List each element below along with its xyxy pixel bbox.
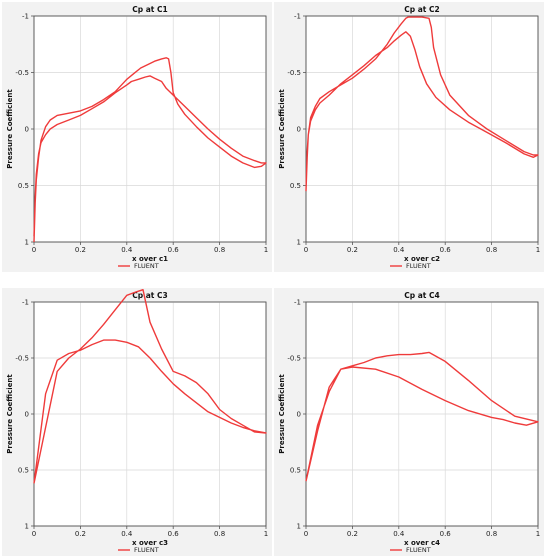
y-tick-label: -1 (22, 299, 29, 307)
y-axis-label: Pressure Coefficient (278, 374, 286, 454)
x-tick-label: 1 (536, 246, 540, 254)
plot-frame (305, 301, 539, 527)
chart-panel-c4: Cp at C4 0 0.2 0.4 0.6 0.8 1 -1 -0.5 0 0.5 1 Pressur… (274, 288, 544, 556)
series-line-0 (33, 57, 267, 243)
y-tick-label: 0.5 (18, 182, 29, 190)
chart-svg-c4: Cp at C4 0 0.2 0.4 0.6 0.8 1 -1 -0.5 0 0.5 1 Pressur… (278, 291, 540, 554)
y-tick-label: 1 (25, 523, 29, 531)
x-tick-label: 0.8 (214, 246, 225, 254)
y-tick-label: -1 (294, 13, 301, 21)
x-tick-label: 0.4 (393, 246, 405, 254)
x-tick-label: 1 (264, 530, 268, 538)
x-tick-label: 1 (264, 246, 268, 254)
series-line-0 (33, 289, 267, 484)
y-tick-label: 0 (297, 126, 301, 134)
x-tick-label: 0.4 (121, 530, 133, 538)
x-tick-label: 0.6 (440, 246, 452, 254)
plot-frame (33, 301, 267, 527)
y-tick-label: 0 (25, 126, 29, 134)
x-tick-label: 0.6 (168, 530, 180, 538)
x-tick-label: 0.6 (168, 246, 180, 254)
y-tick-label: 0.5 (18, 467, 29, 475)
chart-svg-c3: Cp at C3 0 0.2 0.4 0.6 0.8 1 -1 -0.5 0 0.5 1 Pressur… (6, 289, 268, 554)
chart-panel-c3: Cp at C3 0 0.2 0.4 0.6 0.8 1 -1 -0.5 0 0.5 1 Pressur… (2, 288, 272, 556)
y-axis-label: Pressure Coefficient (6, 89, 14, 169)
series-line-0 (305, 16, 539, 192)
x-tick-label: 0.2 (347, 530, 358, 538)
y-tick-label: 0 (297, 411, 301, 419)
x-tick-label: 0 (32, 246, 36, 254)
chart-panel-c2: Cp at C2 0 0.2 0.4 0.6 0.8 1 -1 -0.5 0 0.5 1 Pressur… (274, 2, 544, 272)
x-tick-label: 0.4 (121, 246, 133, 254)
y-tick-label: -0.5 (287, 69, 301, 77)
x-tick-label: 1 (536, 530, 540, 538)
x-tick-label: 0 (32, 530, 36, 538)
x-tick-label: 0.6 (440, 530, 452, 538)
x-tick-label: 0.2 (75, 246, 86, 254)
y-tick-label: 0.5 (290, 182, 301, 190)
x-tick-label: 0.8 (214, 530, 225, 538)
y-axis-label: Pressure Coefficient (278, 89, 286, 169)
chart-panel-c1: Cp at C1 0 0.2 0.4 0.6 0.8 1 -1 -0.5 0 0.5 1 Pressur… (2, 2, 272, 272)
chart-title: Cp at C2 (404, 5, 439, 14)
x-tick-label: 0.2 (75, 530, 86, 538)
y-tick-label: 0 (25, 411, 29, 419)
x-tick-label: 0.2 (347, 246, 358, 254)
x-tick-label: 0 (304, 530, 308, 538)
y-tick-label: -1 (22, 13, 29, 21)
y-tick-label: 1 (297, 523, 301, 531)
chart-title: Cp at C4 (404, 291, 439, 300)
x-axis-label: x over c4 (404, 539, 440, 547)
x-tick-label: 0.4 (393, 530, 405, 538)
y-tick-label: 1 (25, 239, 29, 247)
y-tick-label: -0.5 (15, 355, 29, 363)
y-tick-label: -0.5 (15, 69, 29, 77)
legend-label: FLUENT (406, 546, 431, 554)
chart-svg-c1: Cp at C1 0 0.2 0.4 0.6 0.8 1 -1 -0.5 0 0.5 1 Pressur… (6, 5, 268, 270)
chart-title: Cp at C3 (132, 291, 167, 300)
y-tick-label: -0.5 (287, 355, 301, 363)
y-tick-label: -1 (294, 299, 301, 307)
legend-label: FLUENT (134, 262, 159, 270)
legend-label: FLUENT (134, 546, 159, 554)
x-tick-label: 0.8 (486, 530, 497, 538)
x-axis-label: x over c2 (404, 255, 440, 263)
x-axis-label: x over c3 (132, 539, 168, 547)
x-tick-label: 0.8 (486, 246, 497, 254)
plot-frame (305, 15, 539, 243)
chart-svg-c2: Cp at C2 0 0.2 0.4 0.6 0.8 1 -1 -0.5 0 0.5 1 Pressur… (278, 5, 540, 270)
series-line-0 (305, 351, 539, 482)
plot-frame (33, 15, 267, 243)
x-axis-label: x over c1 (132, 255, 168, 263)
y-tick-label: 1 (297, 239, 301, 247)
x-tick-label: 0 (304, 246, 308, 254)
chart-title: Cp at C1 (132, 5, 167, 14)
y-axis-label: Pressure Coefficient (6, 374, 14, 454)
legend-label: FLUENT (406, 262, 431, 270)
y-tick-label: 0.5 (290, 467, 301, 475)
